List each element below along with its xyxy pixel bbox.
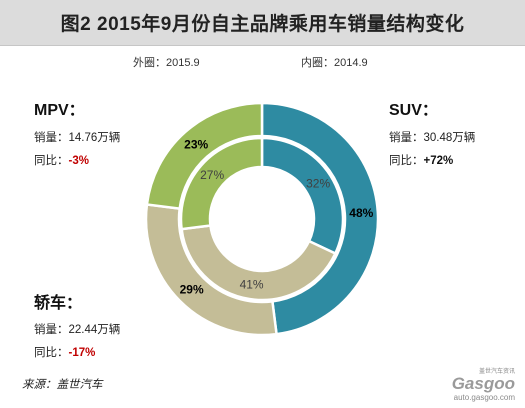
mpv-sales: 销量：14.76万辆 <box>34 129 120 145</box>
mpv-sales-label: 销量： <box>34 132 69 144</box>
suv-sales-value: 30.48万辆 <box>423 132 476 144</box>
title-bar: 图2 2015年9月份自主品牌乘用车销量结构变化 <box>0 0 525 46</box>
sedan-yoy-value: -17% <box>68 347 96 359</box>
sedan-sales-value: 22.44万辆 <box>68 324 121 336</box>
source-note: 来源：盖世汽车 <box>22 379 103 391</box>
inner-ring-label-sedan: 41% <box>240 278 264 292</box>
sedan-info: 轿车： 销量：22.44万辆 同比：-17% <box>34 289 120 360</box>
outer-ring-label-suv: 48% <box>349 206 373 220</box>
sedan-sales-label: 销量： <box>34 324 69 336</box>
sedan-sales: 销量：22.44万辆 <box>34 321 120 337</box>
suv-name: SUV： <box>389 102 438 119</box>
outer-ring-label-sedan: 29% <box>180 282 204 296</box>
outer-ring-slice-suv <box>260 101 380 336</box>
watermark-logo: Gasgoo <box>451 374 515 393</box>
mpv-name: MPV： <box>34 102 85 119</box>
suv-yoy-label: 同比： <box>389 155 424 167</box>
chart-title: 图2 2015年9月份自主品牌乘用车销量结构变化 <box>60 14 465 35</box>
mpv-yoy: 同比：-3% <box>34 152 120 168</box>
outer-ring-slice-mpv <box>145 101 264 210</box>
suv-sales-label: 销量： <box>389 132 424 144</box>
suv-info: SUV： 销量：30.48万辆 同比：+72% <box>389 96 475 168</box>
inner-ring-label-mpv: 27% <box>200 168 224 182</box>
inner-ring-legend: 内圈：2014.9 <box>301 57 368 69</box>
mpv-yoy-label: 同比： <box>34 155 69 167</box>
suv-yoy-value: +72% <box>423 155 454 167</box>
outer-ring-label-mpv: 23% <box>184 137 208 151</box>
mpv-info: MPV： 销量：14.76万辆 同比：-3% <box>34 96 120 168</box>
inner-ring-label-suv: 32% <box>306 176 330 190</box>
suv-yoy: 同比：+72% <box>389 152 475 168</box>
gasgoo-watermark: 盖世汽车资讯 Gasgoo auto.gasgoo.com <box>452 366 515 402</box>
inner-ring-slice-mpv <box>179 136 264 231</box>
mpv-sales-value: 14.76万辆 <box>68 132 121 144</box>
outer-ring-legend: 外圈：2015.9 <box>133 57 200 69</box>
inner-ring-slice-sedan <box>180 224 337 302</box>
suv-sales: 销量：30.48万辆 <box>389 129 475 145</box>
mpv-yoy-value: -3% <box>68 155 89 167</box>
sedan-yoy-label: 同比： <box>34 347 69 359</box>
sedan-yoy: 同比：-17% <box>34 344 120 360</box>
watermark-small-text: 盖世汽车资讯 <box>478 369 515 375</box>
watermark-url: auto.gasgoo.com <box>453 393 515 402</box>
sedan-name: 轿车： <box>34 295 83 312</box>
